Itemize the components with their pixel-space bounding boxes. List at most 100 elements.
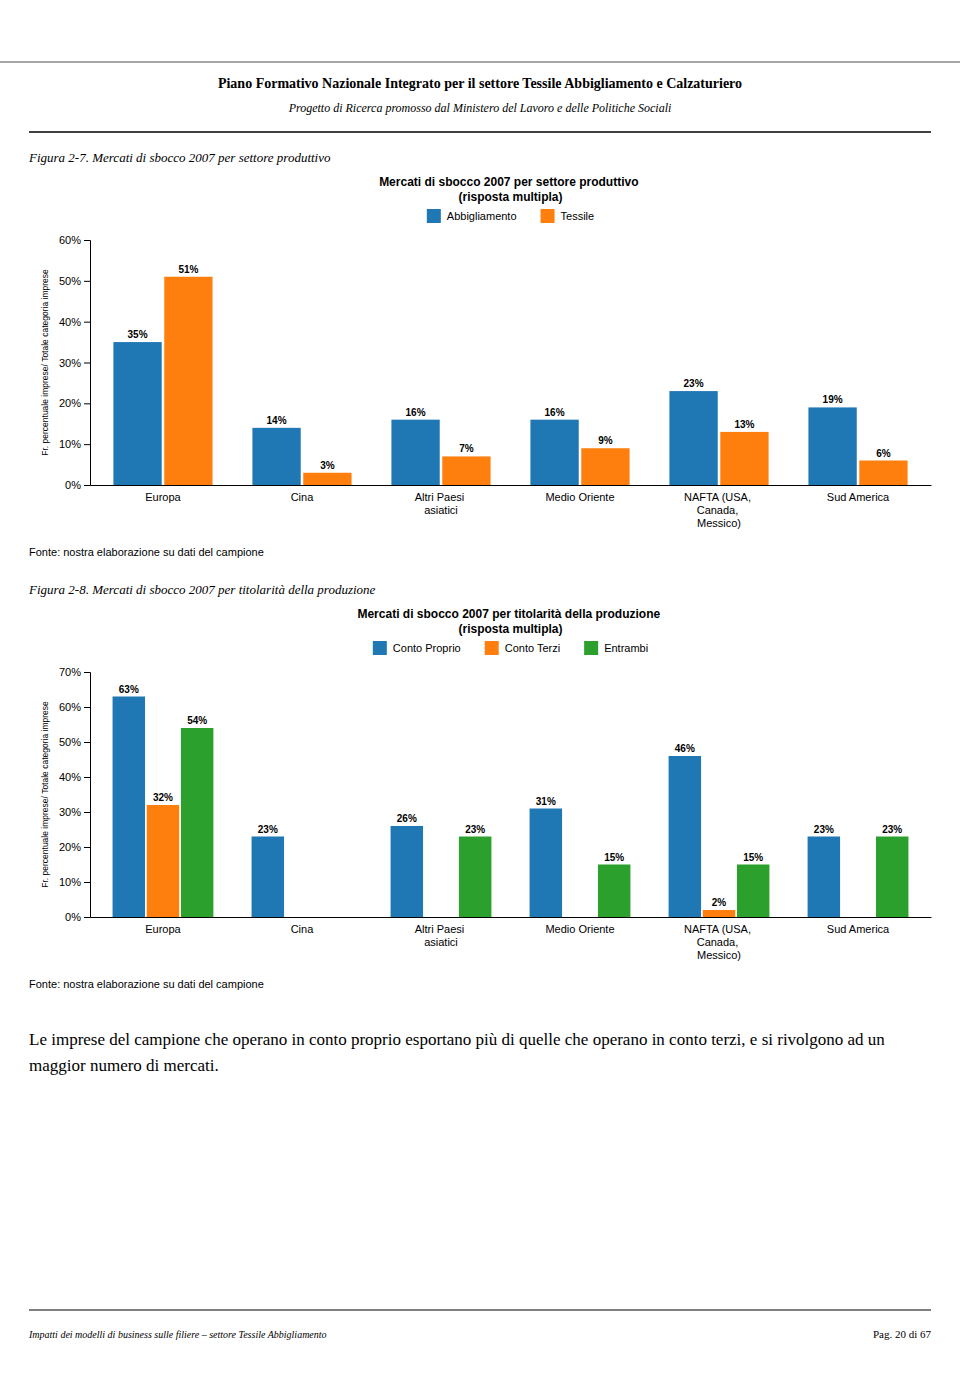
x-tick-label-line: NAFTA (USA, — [684, 923, 754, 935]
data-label: 16% — [406, 407, 426, 418]
x-tick-label: NAFTA (USA, Canada, Messico) — [684, 491, 754, 529]
legend-label: Conto Terzi — [505, 642, 560, 654]
bar — [459, 837, 491, 918]
legend-swatch — [541, 209, 555, 223]
data-label: 32% — [153, 792, 173, 803]
body-text: Le imprese del campione che operano in c… — [29, 1030, 889, 1075]
data-label: 46% — [675, 743, 695, 754]
bar — [808, 837, 840, 918]
figure-caption: Figura 2-7. Mercati di sbocco 2007 per s… — [28, 150, 331, 165]
x-tick: NAFTA (USA, Canada, Messico) — [684, 491, 754, 529]
y-tick-label: 10% — [59, 876, 81, 888]
bar — [669, 756, 701, 917]
y-tick-mark — [84, 485, 90, 486]
bar — [564, 917, 596, 918]
data-label: 23% — [465, 824, 485, 835]
y-tick: 10% — [59, 876, 90, 888]
footer-rule — [29, 1309, 931, 1310]
bars — [113, 697, 909, 918]
x-tick: Europa — [145, 923, 181, 935]
y-tick-label: 20% — [59, 397, 81, 409]
x-tick-label-line: Canada, — [697, 936, 742, 948]
legend-item: Abbigliamento — [427, 209, 517, 223]
x-tick-label-line: asiatici — [424, 504, 458, 516]
data-label: 23% — [684, 378, 704, 389]
data-label: 23% — [882, 824, 902, 835]
bar — [113, 697, 145, 918]
y-tick-label: 20% — [59, 841, 81, 853]
chart: Figura 2-7. Mercati di sbocco 2007 per s… — [28, 150, 932, 558]
x-tick-label-line: Europa — [145, 923, 181, 935]
x-axis-line — [91, 485, 932, 486]
y-tick: 0% — [65, 911, 90, 923]
x-tick-label: Sud America — [827, 923, 890, 935]
bar — [720, 432, 768, 485]
x-tick-label-line: Canada, — [697, 504, 742, 516]
bar — [859, 461, 907, 486]
y-tick-label: 0% — [65, 479, 81, 491]
legend-item: Conto Proprio — [373, 641, 461, 655]
y-axis: 0% 10% 20% 30% 40% 50% 60% 70% — [59, 666, 91, 923]
x-tick: Medio Oriente — [545, 491, 614, 503]
bar — [530, 809, 562, 918]
footer-right: Pag. 20 di 67 — [873, 1328, 932, 1340]
y-tick-mark — [84, 777, 90, 778]
legend-item: Tessile — [541, 209, 595, 223]
source-note: Fonte: nostra elaborazione su dati del c… — [29, 546, 264, 558]
series — [164, 277, 907, 485]
legend: Conto ProprioConto TerziEntrambi — [373, 641, 648, 655]
y-tick: 20% — [59, 841, 90, 853]
x-tick-label: NAFTA (USA, Canada, Messico) — [684, 923, 754, 961]
data-label: 14% — [267, 415, 287, 426]
data-label: 51% — [178, 264, 198, 275]
x-tick: NAFTA (USA, Canada, Messico) — [684, 923, 754, 961]
bar — [425, 917, 457, 918]
x-tick: Cina — [291, 923, 315, 935]
x-tick-label: Medio Oriente — [545, 491, 614, 503]
series — [147, 805, 736, 917]
source-note: Fonte: nostra elaborazione su dati del c… — [29, 978, 264, 990]
bar — [320, 917, 352, 918]
y-tick: 0% — [65, 479, 90, 491]
bar — [286, 917, 318, 918]
x-tick: Cina — [291, 491, 315, 503]
y-tick-mark — [84, 240, 90, 241]
chart: Figura 2-8. Mercati di sbocco 2007 per t… — [28, 582, 932, 990]
x-tick: Sud America — [827, 923, 890, 935]
chart-title-line: Mercati di sbocco 2007 per settore produ… — [379, 175, 642, 189]
x-tick-label: Medio Oriente — [545, 923, 614, 935]
x-tick-label: Altri Paesi asiatici — [415, 923, 468, 948]
x-axis-line — [91, 917, 932, 918]
data-label: 2% — [712, 897, 727, 908]
bar — [530, 420, 578, 485]
x-tick: Europa — [145, 491, 181, 503]
y-tick-mark — [84, 363, 90, 364]
y-tick: 50% — [59, 736, 90, 748]
bar — [598, 865, 630, 918]
x-tick-label: Cina — [291, 923, 315, 935]
y-tick: 40% — [59, 771, 90, 783]
y-tick: 20% — [59, 397, 90, 409]
legend-swatch — [427, 209, 441, 223]
x-tick-label-line: asiatici — [424, 936, 458, 948]
x-tick-label: Altri Paesi asiatici — [415, 491, 468, 516]
bar — [876, 837, 908, 918]
y-tick-label: 60% — [59, 234, 81, 246]
y-tick-label: 60% — [59, 701, 81, 713]
series — [113, 697, 841, 918]
bar — [391, 826, 423, 917]
x-tick-label: Europa — [145, 491, 181, 503]
x-tick: Medio Oriente — [545, 923, 614, 935]
y-tick-mark — [84, 403, 90, 404]
x-tick-label-line: Medio Oriente — [545, 491, 614, 503]
legend-item: Conto Terzi — [485, 641, 560, 655]
y-axis-line — [84, 241, 91, 486]
y-tick: 70% — [59, 666, 90, 678]
y-tick: 60% — [59, 234, 90, 246]
x-tick-label: Sud America — [827, 491, 890, 503]
y-tick-label: 10% — [59, 438, 81, 450]
x-tick-label-line: Messico) — [697, 949, 741, 961]
y-tick-mark — [84, 812, 90, 813]
y-tick-mark — [84, 672, 90, 673]
y-tick: 30% — [59, 806, 90, 818]
